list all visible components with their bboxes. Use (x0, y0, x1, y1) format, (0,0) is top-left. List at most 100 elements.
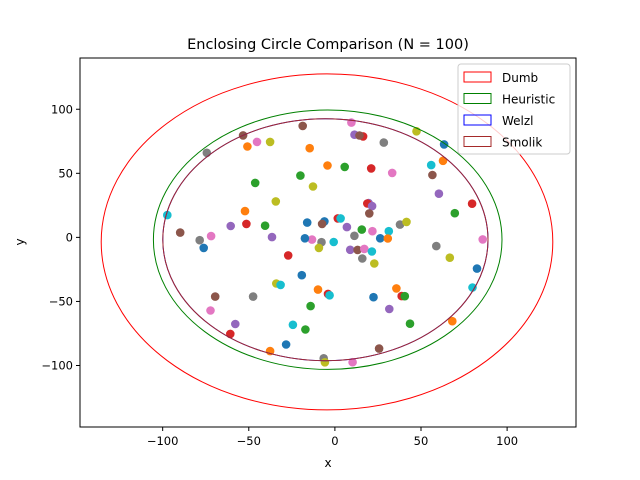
scatter-point (370, 259, 379, 268)
y-tick-label: −50 (49, 294, 73, 308)
y-tick-label: 100 (51, 102, 73, 116)
scatter-point (323, 161, 332, 170)
chart-title: Enclosing Circle Comparison (N = 100) (187, 37, 469, 53)
scatter-point (384, 226, 394, 236)
y-axis-label: y (13, 238, 27, 245)
scatter-point (231, 319, 240, 329)
scatter-point (472, 264, 482, 273)
y-tick-label: 0 (66, 230, 73, 244)
scatter-point (428, 170, 437, 180)
scatter-point (467, 199, 477, 208)
scatter-point (226, 221, 235, 231)
axes-frame (79, 57, 577, 428)
legend-box (457, 63, 571, 155)
scatter-point (385, 304, 394, 314)
scatter-point (367, 247, 377, 256)
scatter-point (314, 243, 324, 253)
scatter-point (340, 162, 350, 172)
scatter-point (353, 245, 362, 255)
scatter-point (367, 201, 377, 211)
legend-swatch (463, 114, 492, 126)
scatter-point (345, 245, 355, 255)
scatter-point (350, 231, 359, 241)
scatter-point (426, 160, 436, 170)
scatter-point (305, 143, 315, 153)
scatter-point (288, 320, 298, 330)
scatter-point (301, 325, 310, 334)
scatter-point (392, 284, 401, 293)
scatter-point (355, 131, 364, 140)
legend-label: Welzl (502, 114, 534, 128)
axis-ticks: −100 −50 0 50 100 −100 −50 0 50 100 (41, 102, 518, 448)
legend-label: Smolik (502, 136, 542, 150)
scatter-point (226, 329, 235, 339)
plot-area (100, 73, 554, 411)
scatter-point (405, 319, 415, 329)
y-tick-label: 50 (58, 166, 73, 180)
scatter-point (202, 148, 212, 158)
scatter-point (240, 206, 250, 216)
y-tick-label: −100 (41, 359, 73, 373)
legend-label: Heuristic (502, 93, 555, 107)
scatter-point (195, 235, 204, 245)
scatter-point (243, 142, 252, 151)
scatter-point (329, 237, 339, 247)
scatter-point (325, 291, 334, 300)
scatter-point (445, 253, 455, 262)
scatter-point (374, 344, 384, 353)
scatter-point (448, 316, 457, 326)
scatter-point (348, 357, 357, 367)
scatter-point (357, 225, 367, 234)
scatter-point (265, 137, 275, 147)
x-tick-label: −50 (237, 434, 261, 448)
scatter-point (395, 220, 405, 229)
scatter-point (206, 306, 215, 315)
scatter-point (252, 137, 262, 147)
scatter-point (336, 214, 345, 223)
scatter-point (175, 228, 185, 237)
scatter-point (281, 340, 291, 349)
scatter-point (283, 251, 293, 260)
scatter-point (313, 285, 323, 294)
enclosing-circle-heuristic (152, 109, 503, 370)
scatter-point (358, 254, 367, 263)
scatter-point (306, 301, 315, 311)
scatter-point (302, 218, 312, 227)
scatter-point (248, 292, 258, 301)
scatter-point (375, 234, 385, 243)
legend-swatch (463, 136, 492, 147)
scatter-point (308, 182, 318, 191)
scatter-point (317, 219, 327, 229)
scatter-point (366, 164, 376, 173)
scatter-point (387, 168, 397, 178)
scatter-point (199, 243, 208, 253)
scatter-point (296, 171, 305, 180)
scatter-point (379, 138, 389, 147)
x-axis-label: x (324, 456, 331, 470)
enclosing-circle-dumb (100, 73, 554, 411)
scatter-point (297, 270, 307, 280)
scatter-point (210, 292, 220, 301)
scatter-point (369, 292, 378, 302)
scatter-point (300, 234, 310, 243)
x-tick-label: 0 (331, 434, 338, 448)
scatter-point (434, 189, 444, 198)
x-tick-label: 50 (414, 434, 429, 448)
scatter-point (383, 234, 393, 243)
scatter-point (267, 232, 277, 242)
scatter-point (400, 291, 410, 301)
scatter-point (360, 244, 369, 254)
scatter-point (298, 121, 308, 131)
legend-label: Dumb (502, 71, 538, 85)
legend: Dumb Heuristic Welzl Smolik (457, 63, 571, 155)
scatter-point (242, 219, 251, 229)
scatter-point (450, 208, 460, 218)
scatter-point (276, 280, 285, 290)
scatter-point (402, 217, 411, 227)
scatter-point (468, 283, 477, 292)
scatter-point (438, 156, 448, 166)
scatter-point (342, 222, 352, 232)
scatter-point (206, 231, 216, 241)
legend-swatch (463, 93, 492, 104)
